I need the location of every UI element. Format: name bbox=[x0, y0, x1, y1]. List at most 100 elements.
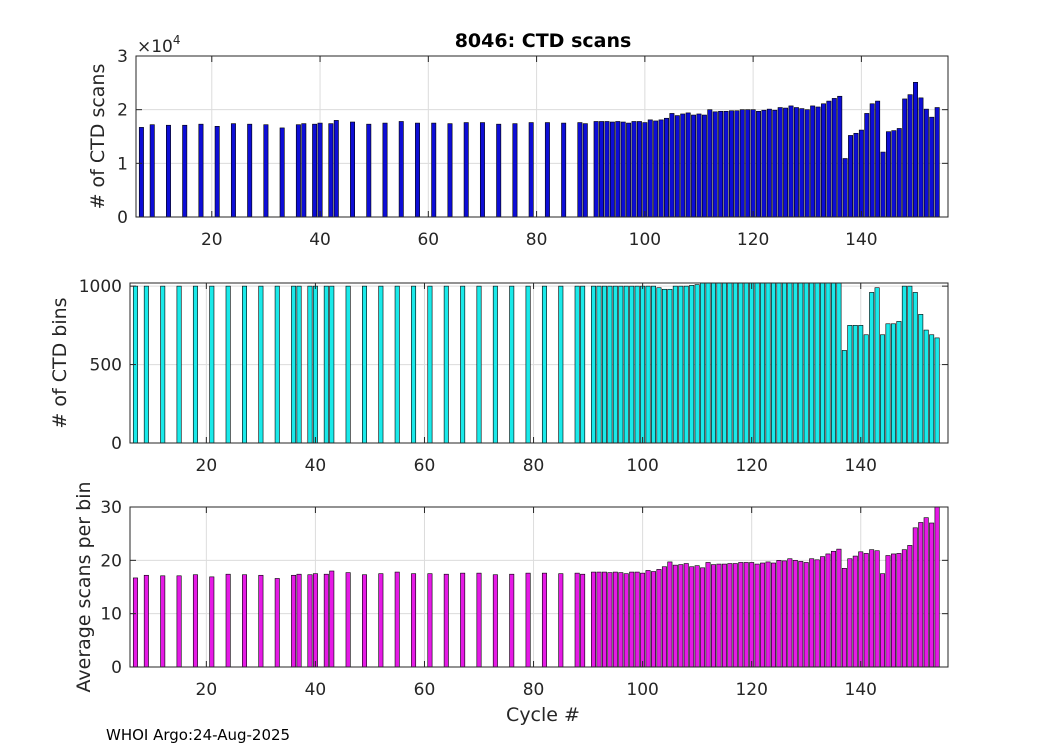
average-bar bbox=[694, 565, 700, 668]
bins-bar bbox=[716, 282, 722, 444]
scans-bar bbox=[328, 123, 334, 218]
average-bar bbox=[787, 558, 793, 668]
scans-bar bbox=[382, 122, 388, 218]
scans-bar bbox=[317, 122, 323, 218]
scans-bar bbox=[853, 132, 859, 218]
scans-bar bbox=[636, 121, 642, 218]
average-bar bbox=[765, 561, 771, 668]
bins-bar bbox=[411, 285, 417, 444]
scans-bar bbox=[804, 109, 810, 218]
scans-bar bbox=[707, 109, 713, 218]
average-bar bbox=[394, 571, 400, 668]
x-axis-label: Cycle # bbox=[506, 704, 580, 726]
scans-y-tick-label: 3 bbox=[117, 47, 128, 67]
bins-plot-area bbox=[130, 283, 948, 443]
average-bar bbox=[258, 574, 264, 668]
scans-bar bbox=[783, 107, 789, 218]
bins-bar bbox=[476, 285, 482, 444]
scans-bar bbox=[756, 110, 761, 218]
scans-bar bbox=[793, 107, 799, 218]
bins-bar bbox=[176, 285, 182, 444]
bins-bar bbox=[492, 285, 498, 444]
average-bar bbox=[242, 574, 247, 668]
scans-bar bbox=[934, 107, 940, 218]
bins-bar bbox=[754, 282, 760, 444]
bins-bar bbox=[743, 282, 749, 444]
average-bar bbox=[809, 558, 815, 668]
scans-bar bbox=[301, 123, 307, 218]
bins-bar bbox=[525, 285, 531, 444]
scans-bar bbox=[831, 98, 837, 218]
scans-bar bbox=[496, 123, 502, 218]
average-x-tick-label: 20 bbox=[196, 680, 218, 700]
average-bar bbox=[820, 556, 826, 668]
average-bar bbox=[476, 572, 482, 668]
bins-bar bbox=[629, 285, 635, 444]
average-bar bbox=[618, 572, 624, 668]
average-bar bbox=[607, 572, 613, 668]
scans-bar bbox=[739, 109, 745, 218]
bins-bar bbox=[689, 285, 695, 444]
bins-bar bbox=[323, 285, 329, 444]
average-bar bbox=[841, 568, 847, 668]
scans-bar bbox=[198, 123, 204, 218]
scans-bar bbox=[279, 127, 285, 218]
average-bar bbox=[716, 563, 722, 668]
average-bar bbox=[443, 573, 449, 668]
bins-x-tick-label: 80 bbox=[523, 456, 545, 476]
average-bar bbox=[672, 564, 678, 668]
average-bar bbox=[645, 570, 651, 668]
average-bar bbox=[525, 572, 531, 668]
average-bar bbox=[869, 549, 875, 668]
average-bar bbox=[629, 571, 635, 668]
bins-bar bbox=[574, 285, 580, 444]
scans-bar bbox=[295, 124, 301, 218]
bins-bar bbox=[274, 285, 280, 444]
bins-y-axis-label: # of CTD bins bbox=[49, 297, 71, 428]
scans-bar bbox=[599, 121, 605, 218]
average-axes-box bbox=[129, 506, 949, 668]
average-bar bbox=[574, 572, 580, 668]
bins-bar bbox=[601, 285, 607, 444]
bins-bar bbox=[820, 282, 826, 444]
bins-bar bbox=[896, 321, 902, 444]
scans-bar bbox=[350, 121, 355, 218]
scans-x-tick-label: 60 bbox=[417, 230, 439, 250]
average-bar bbox=[727, 563, 733, 668]
bins-bar bbox=[661, 288, 667, 444]
average-bar bbox=[885, 555, 891, 668]
bins-bar bbox=[907, 285, 913, 444]
scans-bar bbox=[696, 113, 702, 218]
average-bar bbox=[874, 550, 880, 668]
bins-bar bbox=[890, 323, 896, 444]
average-bar bbox=[143, 574, 149, 668]
bins-bar bbox=[732, 282, 738, 444]
scans-bar bbox=[653, 120, 659, 218]
scans-bar bbox=[620, 121, 626, 218]
scans-bar bbox=[875, 100, 881, 218]
scans-bar bbox=[885, 131, 891, 218]
average-bar bbox=[896, 553, 902, 668]
average-bar bbox=[225, 573, 231, 668]
scans-bar bbox=[609, 121, 615, 218]
average-bar bbox=[689, 566, 695, 668]
bins-bar bbox=[209, 285, 215, 444]
average-bar bbox=[634, 571, 640, 668]
bins-bar bbox=[809, 282, 815, 444]
average-bar bbox=[591, 571, 597, 668]
scans-bar bbox=[913, 82, 918, 218]
bins-bar bbox=[312, 285, 318, 444]
bins-bar bbox=[541, 285, 547, 444]
scans-x-tick-label: 40 bbox=[309, 230, 331, 250]
bins-bar bbox=[618, 285, 624, 444]
bins-bar bbox=[329, 285, 335, 444]
average-bar bbox=[776, 560, 782, 668]
bins-bar bbox=[771, 282, 776, 444]
scans-bar bbox=[734, 110, 740, 218]
bins-bar bbox=[863, 334, 869, 444]
scans-bar bbox=[431, 122, 437, 218]
scans-bar bbox=[664, 117, 669, 218]
average-x-tick-label: 120 bbox=[735, 680, 767, 700]
scans-bar bbox=[647, 119, 653, 218]
bins-bar bbox=[596, 285, 602, 444]
